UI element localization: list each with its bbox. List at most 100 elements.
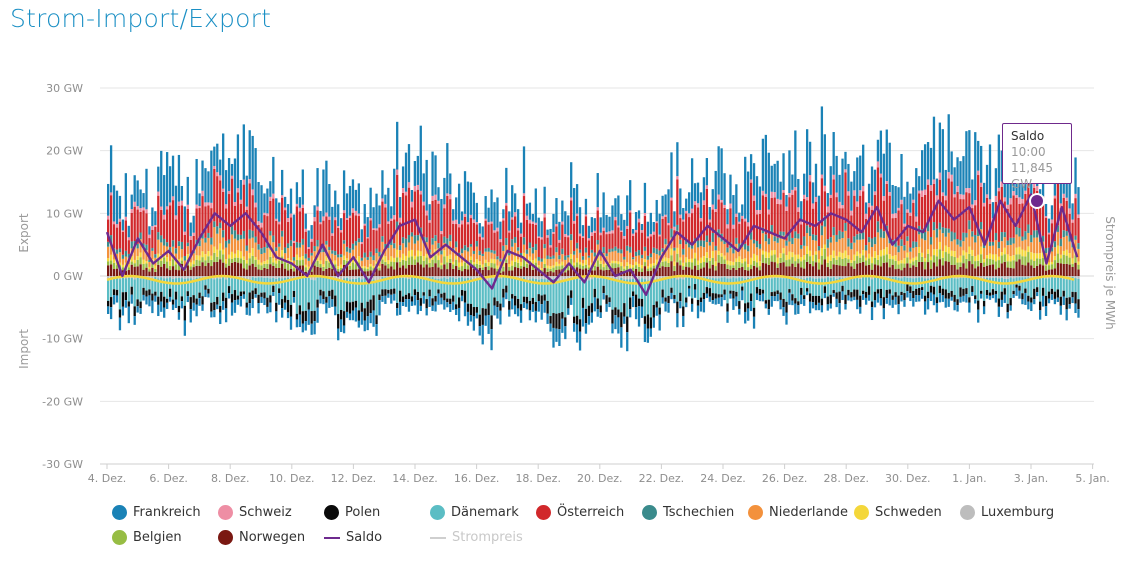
bar-segment (460, 290, 464, 296)
bar-segment (667, 222, 670, 226)
bar-segment (339, 232, 343, 255)
bar-segment (885, 276, 888, 279)
bar-segment (847, 163, 850, 192)
bar-segment (180, 257, 184, 261)
bar-segment (820, 248, 824, 256)
bar-segment (390, 261, 393, 267)
bar-segment (540, 268, 543, 271)
bar-segment (396, 302, 399, 309)
bar-segment (1044, 265, 1048, 271)
bar-segment (682, 276, 685, 280)
bar-segment (272, 193, 275, 199)
bar-segment (1071, 222, 1074, 242)
bar-segment (1003, 247, 1006, 255)
bar-segment (634, 280, 638, 295)
legend-item-polen[interactable]: Polen (324, 505, 380, 520)
bar-segment (661, 297, 664, 304)
bar-segment (623, 235, 626, 239)
legend-item-niederlande[interactable]: Niederlande (748, 505, 848, 520)
bar-segment (897, 210, 900, 246)
bar-segment (752, 200, 756, 240)
bar-segment (239, 278, 243, 292)
bar-segment (670, 287, 673, 293)
bar-segment (381, 236, 384, 242)
bar-segment (974, 261, 977, 269)
bar-segment (894, 260, 897, 270)
bar-segment (1077, 214, 1080, 218)
bar-segment (505, 285, 508, 293)
legend-item-frankreich[interactable]: Frankreich (112, 505, 201, 520)
bar-segment (1038, 264, 1042, 276)
bar-segment (752, 163, 756, 196)
legend-item-dänemark[interactable]: Dänemark (430, 505, 519, 520)
bar-segment (145, 267, 148, 276)
bar-segment (278, 243, 281, 247)
bar-segment (755, 209, 759, 215)
bar-segment (472, 268, 476, 276)
bar-segment (151, 300, 154, 314)
bar-segment (988, 199, 992, 204)
bar-segment (1003, 197, 1006, 202)
bar-segment (581, 225, 585, 237)
bar-segment (688, 192, 691, 214)
bar-segment (587, 238, 591, 241)
bar-segment (693, 183, 697, 202)
legend-item-saldo[interactable]: Saldo (324, 530, 382, 545)
legend-item-österreich[interactable]: Österreich (536, 505, 624, 520)
bar-segment (555, 328, 558, 342)
bar-segment (929, 276, 933, 278)
bar-segment (741, 290, 744, 301)
bar-segment (891, 295, 894, 300)
bar-segment (926, 262, 930, 276)
legend-item-luxemburg[interactable]: Luxemburg (960, 505, 1054, 520)
bar-segment (788, 277, 791, 290)
bar-segment (286, 312, 290, 319)
bar-segment (773, 277, 776, 292)
legend-item-schweden[interactable]: Schweden (854, 505, 942, 520)
bar-segment (811, 255, 815, 262)
bar-segment (1003, 201, 1006, 233)
bar-segment (363, 223, 366, 226)
bar-segment (543, 244, 546, 249)
bar-segment (977, 236, 980, 255)
bar-segment (847, 191, 850, 196)
bar-segment (325, 216, 328, 241)
bar-segment (758, 278, 762, 289)
bar-segment (549, 271, 552, 276)
bar-segment (393, 293, 396, 301)
bar-segment (862, 277, 865, 291)
bar-segment (738, 261, 741, 268)
legend-item-schweiz[interactable]: Schweiz (218, 505, 292, 520)
bar-segment (646, 271, 650, 276)
bar-segment (985, 194, 989, 198)
bar-segment (224, 204, 228, 209)
bar-segment (602, 270, 605, 276)
bar-segment (1015, 254, 1018, 262)
saldo-highlight-point[interactable] (1029, 193, 1045, 209)
bar-segment (794, 266, 797, 276)
bar-segment (782, 231, 785, 236)
bar-segment (1006, 254, 1009, 262)
bar-segment (941, 192, 944, 197)
bar-segment (1021, 277, 1024, 294)
legend-item-tschechien[interactable]: Tschechien (642, 505, 734, 520)
bar-segment (652, 247, 655, 253)
bar-segment (844, 303, 847, 310)
legend-item-strompreis[interactable]: Strompreis (430, 530, 523, 545)
bar-segment (295, 319, 299, 328)
bar-segment (971, 286, 974, 292)
bar-segment (1050, 205, 1054, 220)
bar-segment (552, 255, 555, 259)
bar-segment (446, 278, 449, 299)
bar-segment (862, 294, 865, 300)
bar-segment (148, 269, 151, 272)
bar-segment (564, 255, 567, 260)
bar-segment (431, 244, 434, 255)
bar-segment (688, 247, 691, 260)
bar-segment (1065, 263, 1068, 276)
legend-item-belgien[interactable]: Belgien (112, 530, 182, 545)
bar-segment (369, 220, 372, 252)
bar-segment (850, 262, 853, 267)
legend-item-norwegen[interactable]: Norwegen (218, 530, 305, 545)
bar-segment (797, 263, 800, 276)
